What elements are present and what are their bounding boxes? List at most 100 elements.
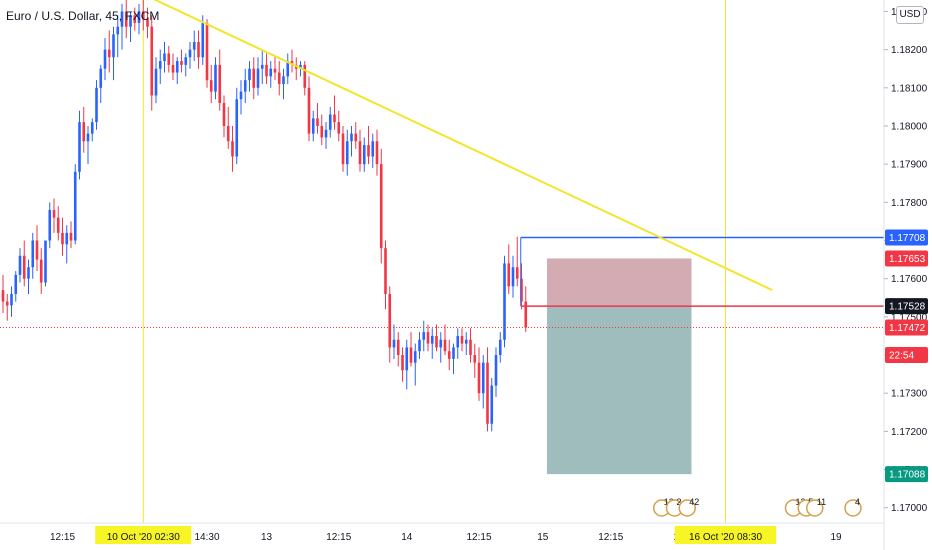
currency-button[interactable]: USD xyxy=(896,6,924,24)
candle-body xyxy=(124,11,128,27)
candle xyxy=(422,320,426,352)
time-tick-label: 16 Oct '20 08:30 xyxy=(689,532,763,543)
event-marker[interactable]: 11 xyxy=(806,497,826,517)
candle-body xyxy=(345,141,349,165)
candle-body xyxy=(52,209,56,218)
candle-body xyxy=(273,68,277,73)
candle-body xyxy=(197,41,200,58)
price-tag-label: 22:54 xyxy=(889,351,914,362)
plot-background xyxy=(0,0,884,523)
price-tag: 22:54 xyxy=(885,347,928,364)
candle xyxy=(409,332,413,367)
time-tick-label: 19 xyxy=(830,532,842,543)
candle xyxy=(371,133,375,168)
time-tick-label: 14:30 xyxy=(194,532,219,543)
event-markers[interactable]: 13242125114 xyxy=(653,497,862,517)
drawing-lines[interactable] xyxy=(0,0,884,329)
candle xyxy=(430,328,434,359)
price-tick-label: 1.17000 xyxy=(891,503,928,514)
vertical-lines xyxy=(142,0,726,523)
event-icon[interactable] xyxy=(678,499,696,517)
candle-body xyxy=(282,76,285,84)
candle xyxy=(82,106,86,153)
candle xyxy=(503,255,506,348)
candle-body xyxy=(10,293,13,306)
price-tag-label: 1.17708 xyxy=(889,233,926,244)
candle xyxy=(426,324,430,352)
candle-body xyxy=(103,49,107,69)
candle-body xyxy=(141,11,145,20)
time-axis[interactable]: 12:15 10 Oct '20 02:30 14:30 13 12:15 14 12:15… xyxy=(50,526,842,544)
time-tick-label: 13 xyxy=(261,532,273,543)
candle-body xyxy=(99,68,103,88)
take-profit-zone[interactable] xyxy=(547,306,692,475)
candle-body xyxy=(201,22,205,58)
candle-body xyxy=(379,164,383,249)
candle-body xyxy=(350,133,353,142)
candle xyxy=(316,103,319,134)
candle xyxy=(392,324,396,359)
candle xyxy=(243,68,247,104)
candle-body xyxy=(447,351,451,359)
candle-body xyxy=(129,15,132,27)
trendline[interactable] xyxy=(148,0,773,292)
candle xyxy=(260,49,264,84)
candle xyxy=(167,45,171,73)
event-marker[interactable]: 42 xyxy=(678,497,699,517)
candle xyxy=(48,202,52,249)
candle-body xyxy=(477,362,481,394)
candle xyxy=(341,125,345,172)
event-icon[interactable] xyxy=(806,499,824,517)
candle xyxy=(456,328,460,359)
price-tag-bg xyxy=(885,250,928,267)
candle xyxy=(337,110,341,142)
candle xyxy=(248,61,251,92)
candle-body xyxy=(341,133,345,165)
candle xyxy=(10,286,13,317)
candle-body xyxy=(95,87,98,123)
price-tag-bg xyxy=(885,229,928,246)
candle-body xyxy=(61,232,64,245)
price-tag-bg xyxy=(885,319,928,336)
candle xyxy=(218,49,222,111)
candle-body xyxy=(44,240,47,283)
candle xyxy=(103,38,107,81)
candle xyxy=(188,41,192,69)
candle xyxy=(469,328,472,363)
candle xyxy=(226,106,230,149)
candle xyxy=(328,106,332,138)
candle-body xyxy=(31,240,35,268)
stop-loss-zone[interactable] xyxy=(547,258,692,307)
candle-body xyxy=(384,248,387,294)
candle-body xyxy=(511,267,515,287)
time-tick-label: 15 xyxy=(537,532,549,543)
candle xyxy=(452,343,455,375)
candle xyxy=(464,332,468,356)
price-tick-label: 1.18200 xyxy=(891,45,928,56)
candle-body xyxy=(362,145,366,165)
candle-body xyxy=(392,339,396,348)
candle xyxy=(112,26,115,81)
candle-body xyxy=(422,332,426,340)
candle xyxy=(388,286,392,363)
candle-body xyxy=(418,339,421,352)
candle xyxy=(384,240,387,310)
event-marker[interactable]: 4 xyxy=(844,497,862,517)
candle-body xyxy=(320,125,324,138)
candle-body xyxy=(307,87,311,134)
candle xyxy=(44,240,47,287)
candle xyxy=(235,87,239,165)
candle-body xyxy=(443,339,447,352)
price-tag-bg xyxy=(885,347,928,364)
time-highlight-tag xyxy=(674,526,777,544)
event-icon[interactable] xyxy=(844,499,862,517)
candle xyxy=(146,7,149,39)
candle-body xyxy=(303,64,307,88)
price-tick-label: 1.17900 xyxy=(891,160,928,171)
candle-body xyxy=(133,15,137,23)
candle xyxy=(333,95,336,130)
time-tick-label: 12:15 xyxy=(598,532,623,543)
candle xyxy=(205,19,209,88)
candle-body xyxy=(163,53,166,62)
